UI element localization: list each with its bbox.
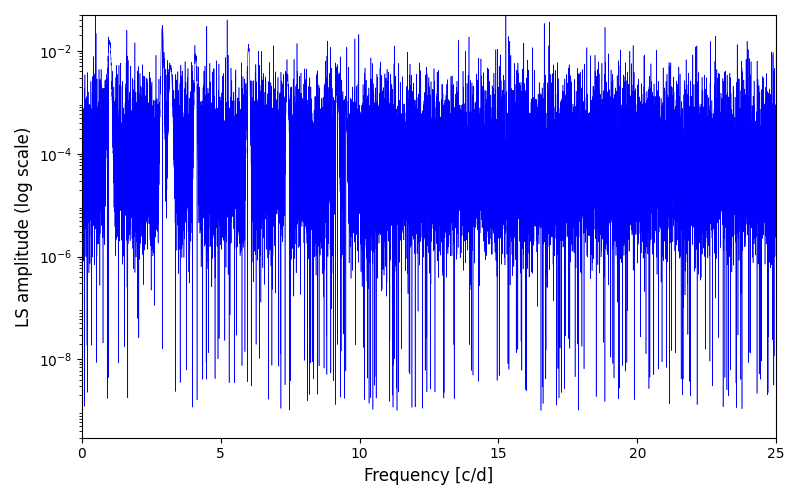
Y-axis label: LS amplitude (log scale): LS amplitude (log scale)	[15, 126, 33, 326]
X-axis label: Frequency [c/d]: Frequency [c/d]	[364, 467, 494, 485]
